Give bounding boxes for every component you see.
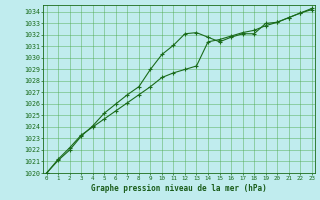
X-axis label: Graphe pression niveau de la mer (hPa): Graphe pression niveau de la mer (hPa) [91,184,267,193]
